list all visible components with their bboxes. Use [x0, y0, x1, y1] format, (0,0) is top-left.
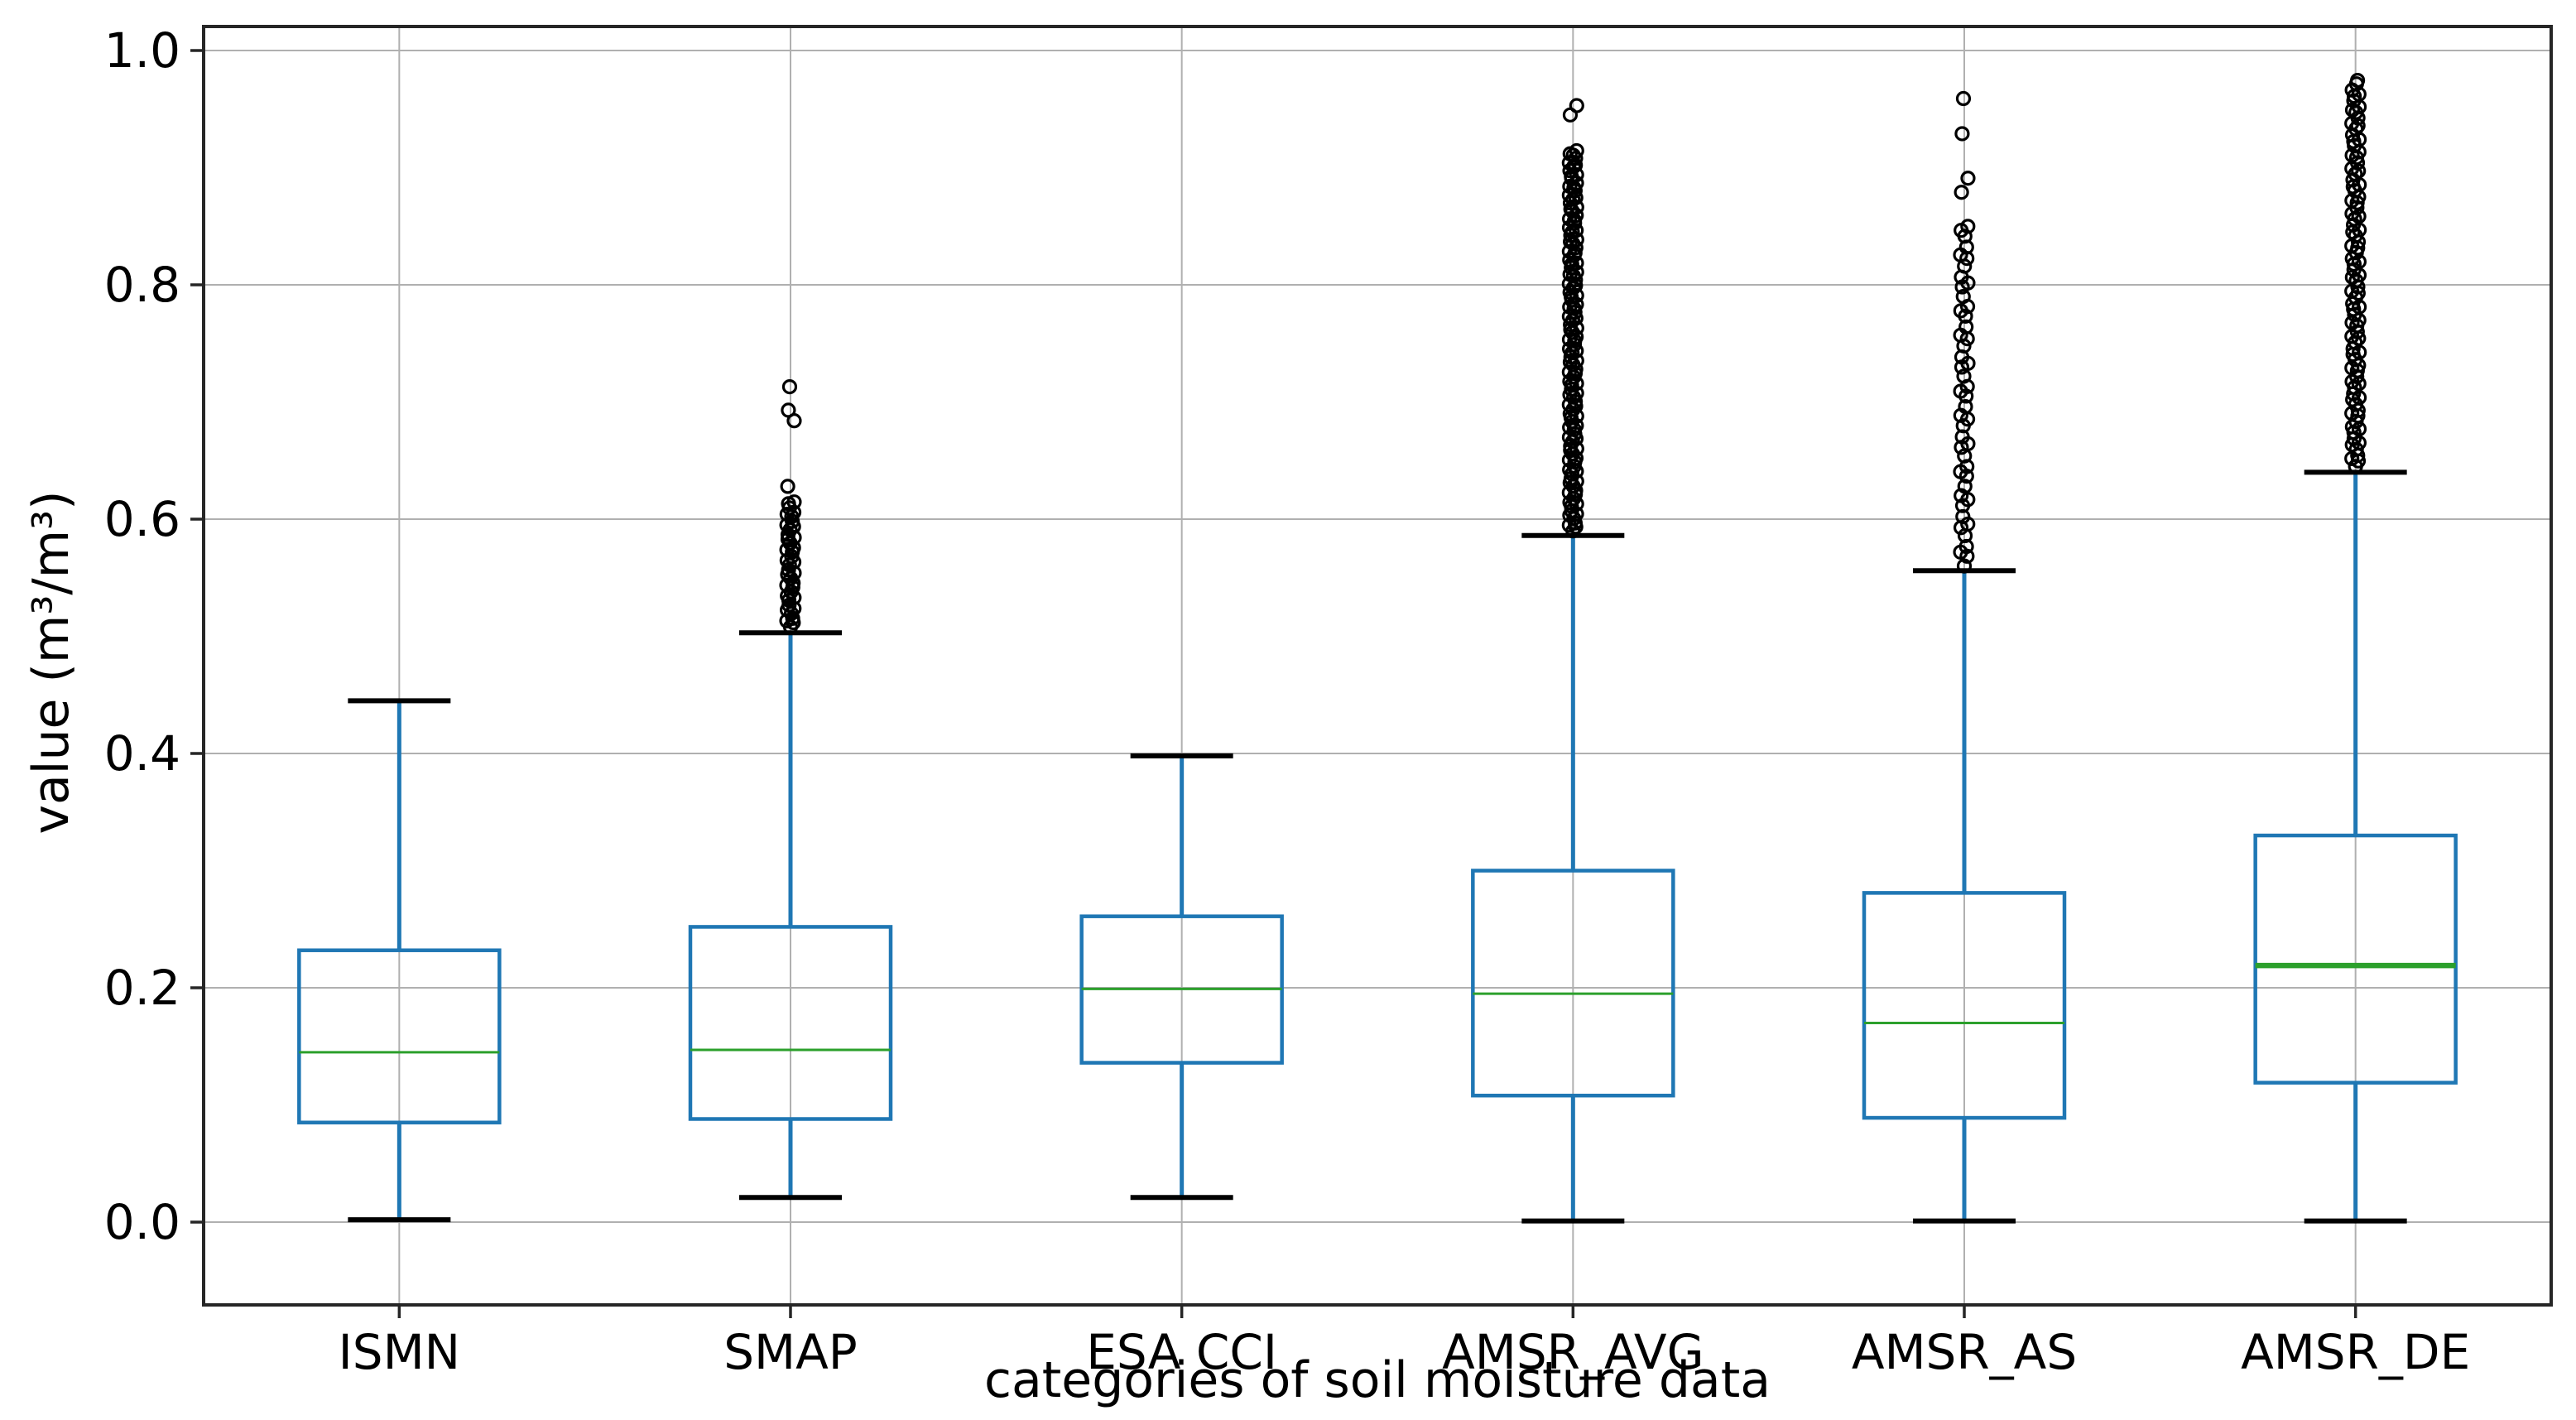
outlier-point: [1954, 126, 1970, 142]
outlier-group: [779, 379, 802, 635]
grid-layer: [204, 26, 2551, 1305]
box-ESA-CCI: [1079, 753, 1284, 1201]
iqr-box: [1862, 891, 2067, 1120]
iqr-box: [297, 948, 502, 1124]
outlier-point: [780, 479, 795, 494]
outlier-point: [1955, 508, 1971, 525]
x-tick-label: ESA CCI: [1086, 1324, 1278, 1380]
outlier-point: [786, 494, 802, 510]
outlier-point: [1957, 479, 1973, 494]
outlier-point: [1569, 223, 1584, 238]
iqr-box: [688, 925, 893, 1121]
outlier-point: [1956, 558, 1973, 574]
outlier-point: [1561, 331, 1578, 348]
outlier-point: [2349, 72, 2366, 89]
box-ISMN: [297, 698, 502, 1223]
outlier-point: [1955, 289, 1971, 305]
y-tick-label: 0.2: [103, 960, 180, 1016]
axes-frame: [202, 25, 2553, 1307]
box-AMSR_AVG: [1471, 98, 1675, 1224]
x-tick-label: AMSR_AVG: [1442, 1324, 1704, 1380]
outlier-point: [1569, 343, 1584, 359]
x-tick-label: AMSR_DE: [2241, 1324, 2471, 1380]
y-tick-label: 1.0: [103, 22, 180, 79]
outlier-point: [1956, 368, 1972, 384]
outlier-point: [781, 402, 796, 418]
outlier-point: [1562, 299, 1578, 315]
x-tick-label: AMSR_AS: [1851, 1324, 2078, 1380]
y-tick-label: 0.8: [103, 257, 180, 313]
x-tick-label: SMAP: [723, 1324, 858, 1380]
outlier-point: [781, 379, 798, 395]
outlier-point: [1958, 398, 1973, 415]
box-AMSR_AS: [1862, 90, 2067, 1224]
tick-layer: [190, 49, 2357, 1318]
y-tick-label: 0.0: [103, 1194, 180, 1250]
x-tick-label: ISMN: [338, 1324, 460, 1380]
outlier-point: [1958, 538, 1974, 555]
iqr-box: [2253, 833, 2458, 1085]
outlier-group: [2344, 72, 2367, 474]
y-tick-label: 0.6: [103, 491, 180, 547]
x-axis-title: categories of soil moisture data: [984, 1351, 1771, 1409]
outlier-point: [1960, 219, 1976, 234]
outlier-point: [1569, 142, 1584, 159]
outlier-point: [780, 532, 796, 547]
outlier-point: [1954, 488, 1969, 503]
outlier-group: [1561, 98, 1584, 539]
y-tick-label: 0.4: [103, 725, 180, 782]
outlier-point: [1960, 171, 1976, 186]
outlier-point: [1563, 233, 1579, 250]
box-AMSR_DE: [2253, 72, 2458, 1224]
outlier-point: [2351, 209, 2367, 224]
outlier-point: [1954, 185, 1969, 200]
outlier-point: [1569, 98, 1584, 113]
outlier-point: [1568, 310, 1584, 326]
outlier-group: [1953, 90, 1976, 574]
outlier-point: [1958, 319, 1974, 335]
outlier-point: [1562, 267, 1578, 282]
iqr-box: [1471, 869, 1675, 1098]
outlier-point: [1955, 90, 1972, 107]
box-SMAP: [688, 379, 893, 1201]
